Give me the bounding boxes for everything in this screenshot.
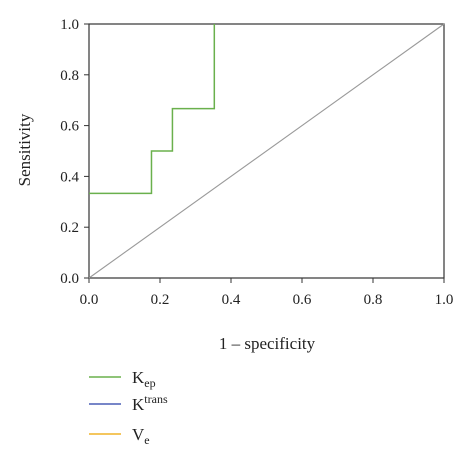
y-tick-label: 0.6	[60, 119, 79, 135]
x-tick-label: 0.2	[151, 292, 170, 308]
y-tick-label: 0.0	[60, 271, 79, 287]
x-tick-label: 0.0	[80, 292, 99, 308]
x-tick-label: 0.8	[364, 292, 383, 308]
x-tick-label: 0.4	[222, 292, 241, 308]
y-tick-label: 0.2	[60, 220, 79, 236]
plot-frame	[88, 23, 445, 279]
y-axis-title: Sensitivity	[15, 113, 34, 186]
y-tick-label: 0.4	[60, 169, 79, 185]
legend-label: Ktrans	[132, 392, 168, 414]
x-tick-label: 1.0	[435, 292, 454, 308]
legend-label: Kep	[132, 368, 156, 390]
y-tick-label: 0.8	[60, 68, 79, 84]
x-axis-title: 1 – specificity	[219, 334, 316, 353]
legend-label: Ve	[132, 425, 150, 447]
reference-diagonal-line	[88, 23, 445, 279]
x-tick-label: 0.6	[293, 292, 312, 308]
y-tick-label: 1.0	[60, 17, 79, 33]
series-line-k-ep	[89, 24, 216, 195]
plot-layer: 0.0 0.2 0.4 0.6 0.8 1.0 0.0 0.2 0.4 0.6 0.8 1.0	[60, 17, 453, 308]
